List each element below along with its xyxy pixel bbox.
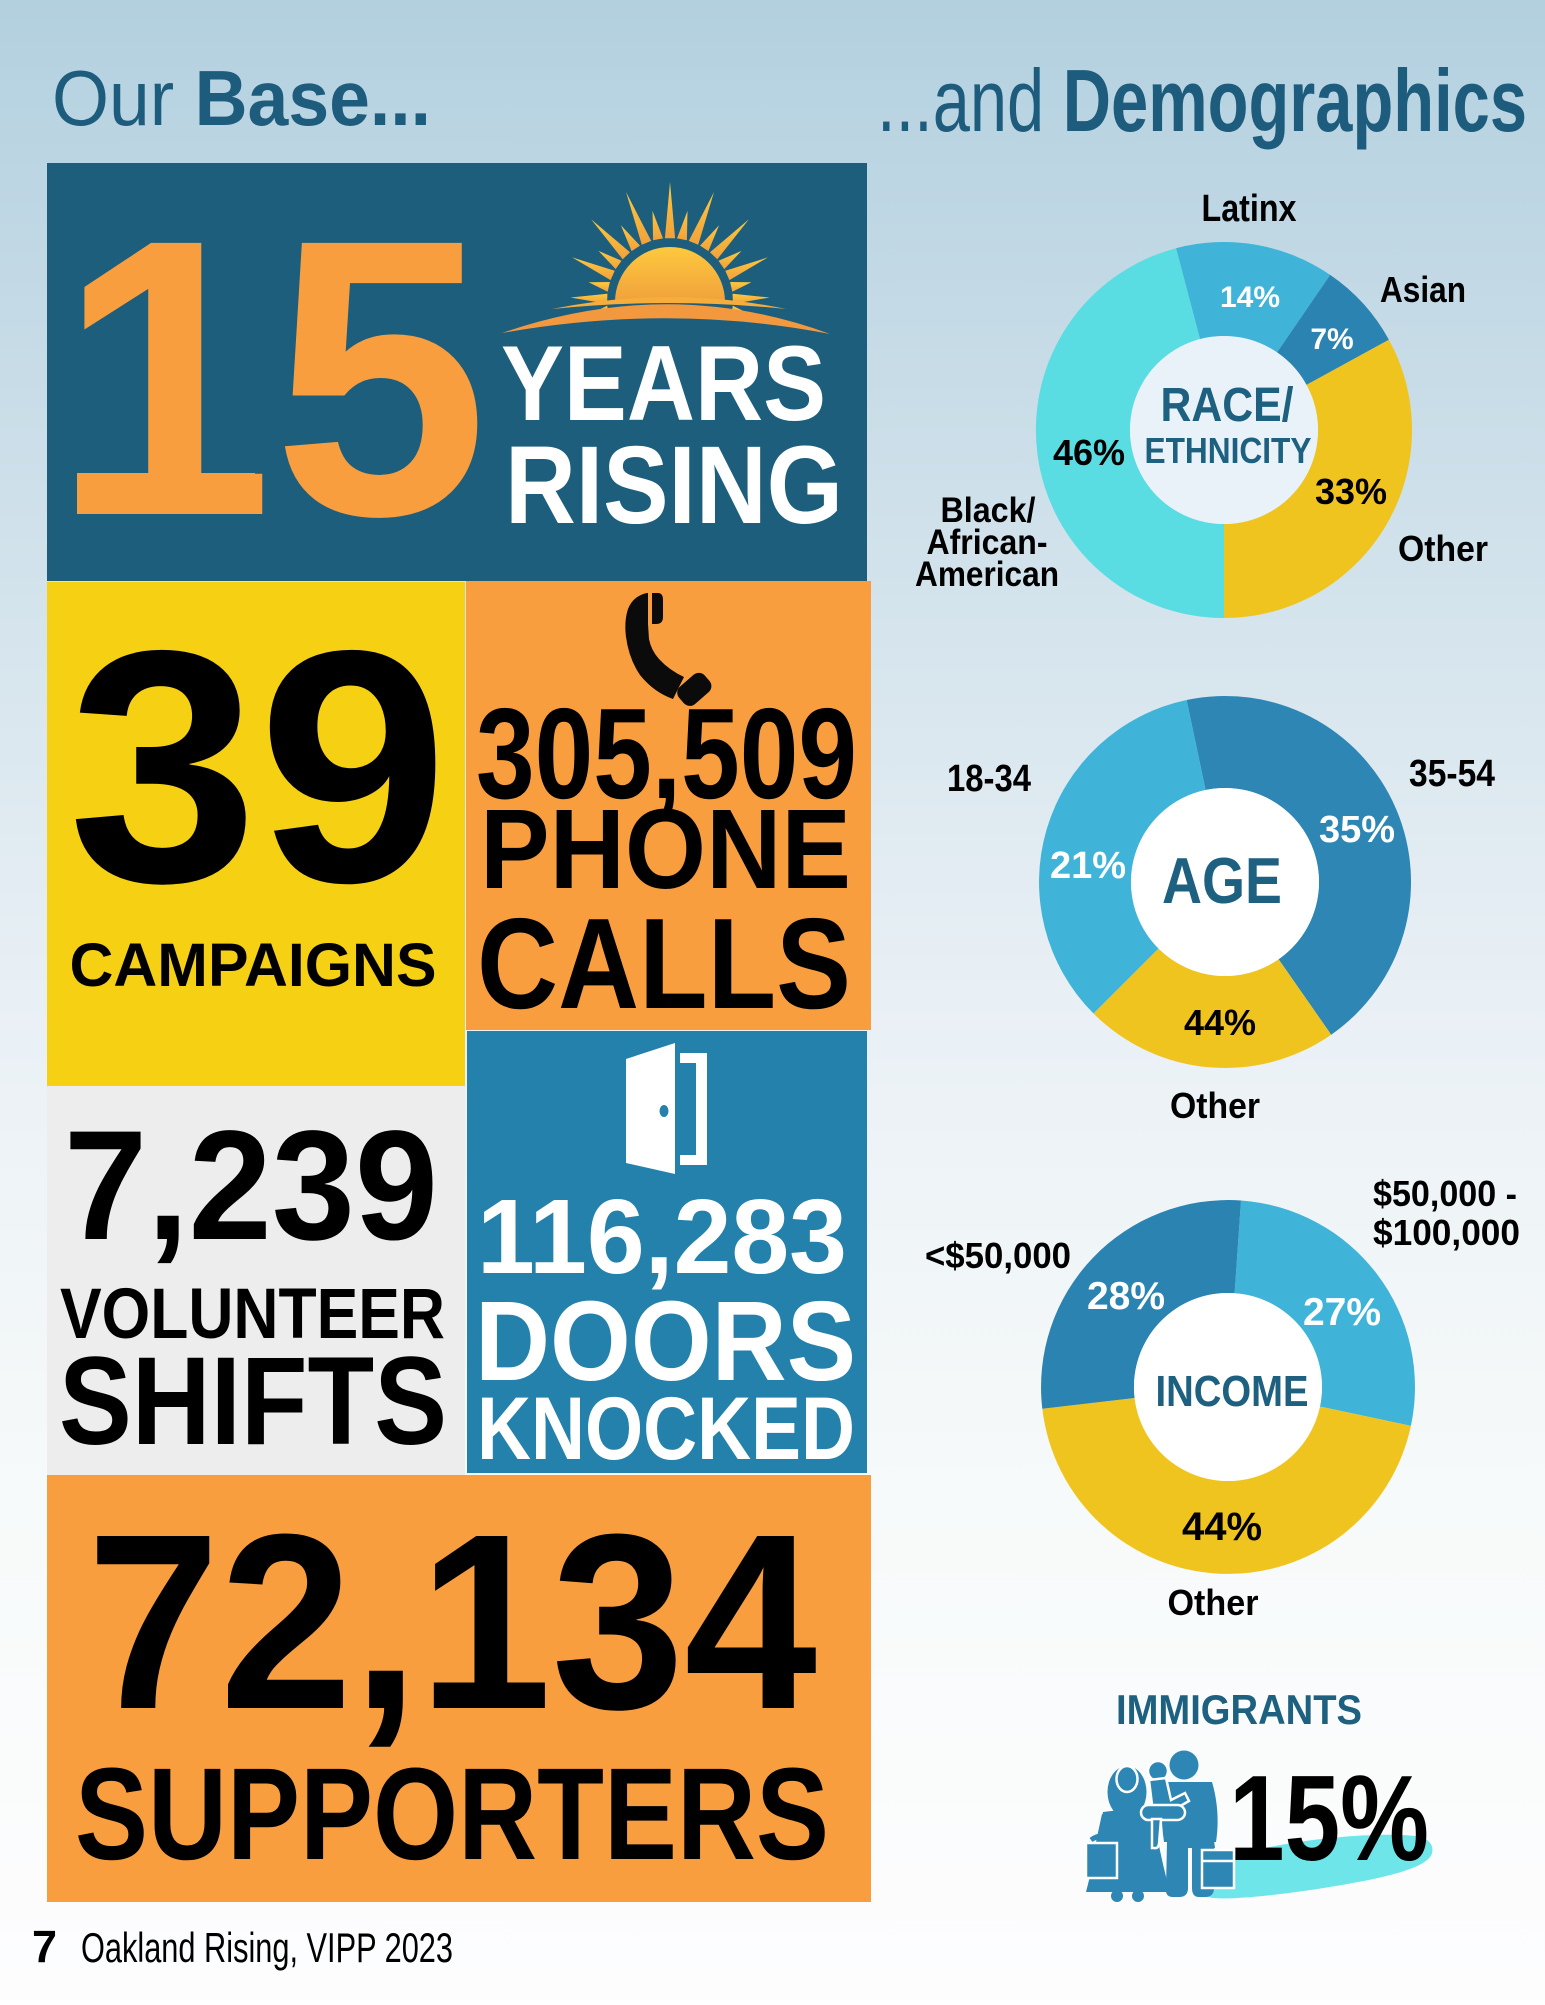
- svg-text:...and Demographics: ...and Demographics: [877, 51, 1527, 150]
- svg-text:39: 39: [68, 582, 448, 952]
- svg-text:American: American: [915, 555, 1059, 594]
- svg-text:33%: 33%: [1315, 471, 1387, 512]
- svg-text:15%: 15%: [1229, 1750, 1429, 1886]
- svg-text:15: 15: [58, 158, 488, 598]
- svg-text:RISING: RISING: [505, 424, 843, 547]
- svg-text:African-: African-: [927, 523, 1048, 562]
- svg-text:AGE: AGE: [1162, 844, 1282, 917]
- svg-text:SHIFTS: SHIFTS: [59, 1332, 447, 1471]
- svg-text:CAMPAIGNS: CAMPAIGNS: [70, 931, 437, 999]
- svg-text:Our Base...: Our Base...: [52, 54, 431, 142]
- svg-text:14%: 14%: [1220, 281, 1280, 314]
- svg-text:PHONE: PHONE: [480, 786, 851, 912]
- svg-text:44%: 44%: [1182, 1505, 1262, 1549]
- svg-text:116,283: 116,283: [477, 1178, 847, 1296]
- svg-text:KNOCKED: KNOCKED: [477, 1378, 855, 1478]
- svg-text:ETHNICITY: ETHNICITY: [1145, 430, 1312, 471]
- svg-text:SUPPORTERS: SUPPORTERS: [75, 1740, 829, 1887]
- svg-text:35%: 35%: [1319, 809, 1395, 851]
- svg-text:305,509: 305,509: [476, 682, 857, 826]
- svg-text:INCOME: INCOME: [1156, 1367, 1309, 1416]
- svg-text:35-54: 35-54: [1409, 753, 1495, 795]
- svg-text:46%: 46%: [1053, 432, 1125, 473]
- svg-text:DOORS: DOORS: [475, 1278, 856, 1404]
- svg-text:7: 7: [32, 1921, 57, 1972]
- svg-text:7%: 7%: [1310, 323, 1353, 356]
- svg-text:72,134: 72,134: [87, 1482, 817, 1761]
- svg-text:Oakland Rising, VIPP 2023: Oakland Rising, VIPP 2023: [81, 1924, 453, 1971]
- svg-text:27%: 27%: [1303, 1291, 1381, 1334]
- svg-text:21%: 21%: [1050, 845, 1126, 887]
- svg-text:Other: Other: [1168, 1582, 1259, 1623]
- svg-text:CALLS: CALLS: [477, 892, 851, 1036]
- svg-text:$50,000 -: $50,000 -: [1373, 1173, 1517, 1214]
- svg-text:IMMIGRANTS: IMMIGRANTS: [1116, 1686, 1362, 1733]
- svg-text:VOLUNTEER: VOLUNTEER: [60, 1275, 445, 1354]
- svg-text:RACE/: RACE/: [1161, 379, 1294, 432]
- svg-text:44%: 44%: [1184, 1002, 1256, 1043]
- svg-text:28%: 28%: [1087, 1275, 1165, 1318]
- svg-text:$100,000: $100,000: [1373, 1212, 1520, 1253]
- svg-text:Other: Other: [1170, 1085, 1260, 1126]
- svg-text:Black/: Black/: [941, 491, 1036, 530]
- svg-text:Other: Other: [1398, 528, 1488, 569]
- svg-text:Latinx: Latinx: [1202, 188, 1297, 230]
- svg-text:YEARS: YEARS: [501, 323, 826, 443]
- svg-text:18-34: 18-34: [947, 758, 1031, 800]
- svg-text:<$50,000: <$50,000: [925, 1235, 1071, 1276]
- svg-text:7,239: 7,239: [64, 1099, 438, 1273]
- svg-text:Asian: Asian: [1380, 269, 1466, 310]
